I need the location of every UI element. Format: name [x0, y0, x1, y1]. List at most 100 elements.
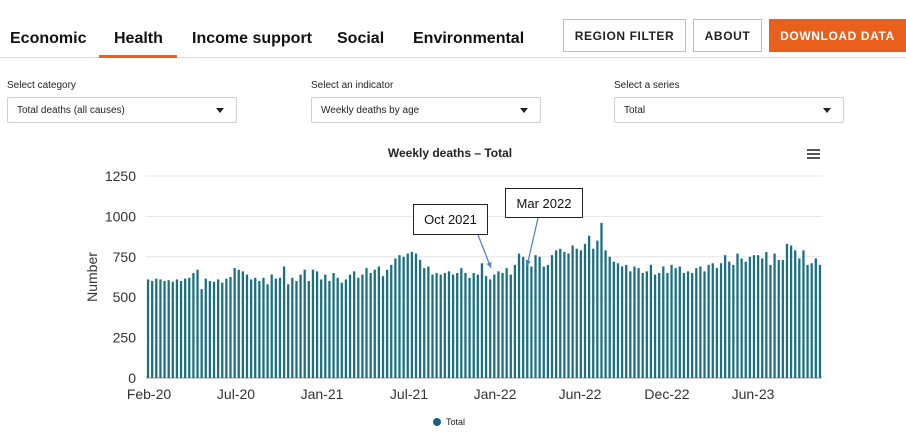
chart-legend[interactable]: Total: [433, 417, 465, 427]
bar: [320, 279, 323, 378]
bar: [270, 274, 273, 378]
bar: [818, 264, 822, 378]
bar: [616, 263, 620, 378]
tab-environmental[interactable]: Environmental: [413, 30, 525, 47]
indicator-select-value: Weekly deaths by age: [321, 104, 420, 116]
tab-social[interactable]: Social: [337, 30, 385, 47]
bar: [732, 264, 735, 378]
annotation-mar-2022: Mar 2022: [505, 188, 583, 218]
series-select-value: Total: [624, 104, 646, 116]
bar: [278, 277, 282, 378]
bar: [394, 258, 397, 378]
bar: [484, 276, 488, 378]
legend-label: Total: [446, 417, 466, 427]
bar: [451, 274, 455, 378]
bar: [266, 284, 269, 378]
bar: [629, 271, 632, 378]
bar: [299, 274, 302, 378]
bar: [353, 271, 356, 378]
bar: [555, 250, 558, 378]
bar: [262, 277, 265, 378]
bar: [802, 250, 805, 378]
annotation-arrowhead: [525, 260, 531, 266]
bar: [534, 255, 537, 378]
indicator-select[interactable]: Weekly deaths by age: [311, 97, 541, 123]
bar: [814, 258, 817, 378]
bar: [155, 278, 158, 378]
bar: [649, 264, 653, 378]
bar: [670, 264, 673, 378]
bar: [571, 245, 574, 378]
x-tick-label: Jan-21: [301, 386, 344, 402]
tab-economic[interactable]: Economic: [10, 30, 87, 47]
bar: [381, 276, 385, 378]
bar: [682, 272, 686, 378]
bar: [530, 266, 533, 378]
bar: [324, 274, 327, 378]
bar: [761, 258, 764, 378]
bar: [456, 272, 459, 378]
region-filter-button[interactable]: REGION FILTER: [563, 19, 686, 52]
bar: [612, 261, 615, 378]
bar: [233, 268, 236, 378]
bar: [179, 281, 183, 378]
bar: [563, 251, 566, 378]
y-tick-label: 250: [113, 330, 137, 346]
chevron-down-icon: [520, 108, 528, 113]
bar: [184, 278, 187, 378]
category-select-value: Total deaths (all causes): [17, 104, 125, 116]
bar: [707, 264, 710, 378]
top-nav: Economic Health Income support Social En…: [0, 0, 906, 58]
y-tick-label: 0: [128, 370, 136, 386]
bar: [291, 277, 294, 378]
x-tick-label: Jun-23: [732, 386, 775, 402]
bar: [620, 266, 624, 378]
bar: [287, 284, 290, 378]
bar: [686, 271, 690, 378]
bar: [192, 272, 195, 378]
bar: [410, 251, 413, 378]
chevron-down-icon: [823, 108, 831, 113]
bar: [736, 253, 739, 378]
bar: [711, 263, 714, 378]
bar: [163, 281, 166, 378]
bar: [517, 253, 521, 378]
bar: [633, 266, 636, 378]
bar: [361, 274, 364, 378]
tab-health[interactable]: Health: [114, 30, 163, 47]
bar: [662, 266, 665, 378]
bar: [699, 266, 702, 378]
bar: [538, 256, 541, 378]
bar: [559, 248, 562, 378]
bar: [724, 255, 727, 378]
bar: [810, 263, 813, 378]
chart-title: Weekly deaths – Total: [387, 146, 513, 160]
bar: [625, 264, 628, 378]
bar: [497, 271, 500, 378]
bar: [386, 269, 389, 378]
about-button[interactable]: ABOUT: [693, 19, 762, 52]
series-select[interactable]: Total: [614, 97, 844, 123]
bar: [596, 240, 599, 378]
bar: [373, 269, 376, 378]
hamburger-menu-icon[interactable]: [807, 149, 820, 160]
bar: [159, 279, 162, 378]
series-select-label: Select a series: [614, 80, 680, 91]
bar: [225, 278, 228, 378]
bar: [567, 253, 570, 378]
bar: [435, 272, 438, 378]
download-data-button[interactable]: DOWNLOAD DATA: [769, 19, 906, 52]
bar: [196, 269, 199, 378]
bar: [423, 268, 426, 378]
bar: [719, 263, 723, 378]
x-tick-label: Dec-22: [644, 386, 689, 402]
bar: [550, 255, 554, 378]
bar: [237, 269, 240, 378]
category-select[interactable]: Total deaths (all causes): [7, 97, 237, 123]
bar: [715, 268, 719, 378]
y-tick-label: 750: [113, 249, 137, 265]
tab-income-support[interactable]: Income support: [192, 30, 313, 47]
bar: [406, 253, 409, 378]
bar: [151, 281, 154, 378]
bar: [575, 248, 578, 378]
